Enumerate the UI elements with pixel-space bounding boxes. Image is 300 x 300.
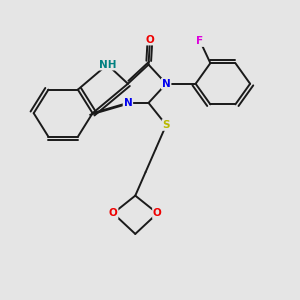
Text: O: O: [146, 34, 154, 45]
Text: F: F: [196, 36, 204, 46]
Text: O: O: [109, 208, 118, 218]
Text: O: O: [153, 208, 162, 218]
Text: N: N: [162, 79, 171, 89]
Text: NH: NH: [99, 60, 116, 70]
Text: N: N: [124, 98, 132, 108]
Text: S: S: [162, 120, 170, 130]
